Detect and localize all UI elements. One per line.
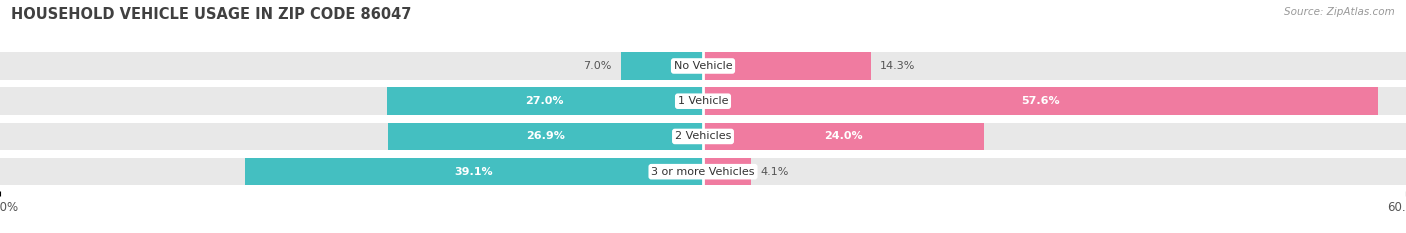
Text: 39.1%: 39.1% [454,167,494,177]
Bar [621,52,703,80]
Bar [245,158,703,185]
Bar [703,158,751,185]
Bar [703,52,870,80]
Bar [0,158,703,185]
Bar [387,87,703,115]
Text: 26.9%: 26.9% [526,131,565,141]
Text: No Vehicle: No Vehicle [673,61,733,71]
Text: 7.0%: 7.0% [583,61,612,71]
Text: HOUSEHOLD VEHICLE USAGE IN ZIP CODE 86047: HOUSEHOLD VEHICLE USAGE IN ZIP CODE 8604… [11,7,412,22]
Bar [388,123,703,150]
Bar [703,123,1406,150]
Text: 24.0%: 24.0% [824,131,863,141]
Text: Source: ZipAtlas.com: Source: ZipAtlas.com [1284,7,1395,17]
Bar [0,123,703,150]
Bar [703,87,1406,115]
Bar [703,158,1406,185]
Bar [0,87,703,115]
Bar [703,87,1378,115]
Text: 57.6%: 57.6% [1021,96,1060,106]
Text: 2 Vehicles: 2 Vehicles [675,131,731,141]
Text: 27.0%: 27.0% [526,96,564,106]
Bar [703,123,984,150]
Text: 14.3%: 14.3% [880,61,915,71]
Text: 1 Vehicle: 1 Vehicle [678,96,728,106]
Bar [703,52,1406,80]
Text: 3 or more Vehicles: 3 or more Vehicles [651,167,755,177]
Text: 4.1%: 4.1% [761,167,789,177]
Bar [0,52,703,80]
